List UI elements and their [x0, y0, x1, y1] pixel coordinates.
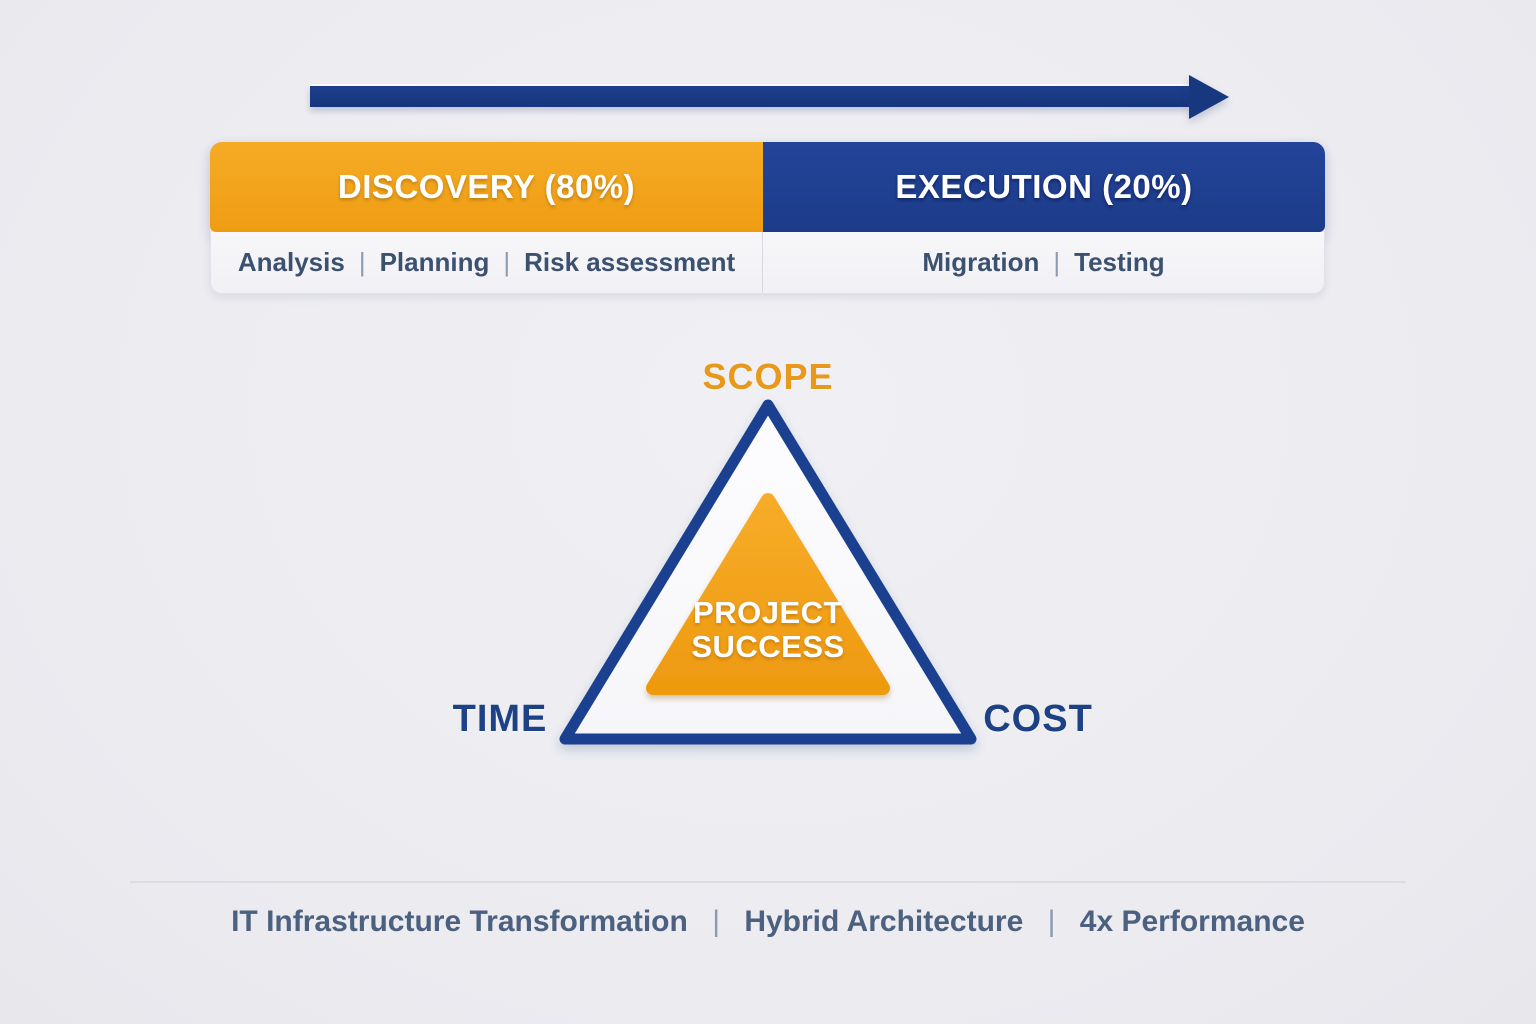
separator: | [712, 905, 720, 938]
phase-bar: DISCOVERY (80%) EXECUTION (20%) [210, 142, 1325, 232]
triangle-center-label: PROJECT SUCCESS [648, 595, 888, 665]
footer-item: IT Infrastructure Transformation [231, 905, 688, 938]
discovery-activities: Analysis | Planning | Risk assessment [211, 232, 764, 293]
activity-label: Planning [379, 247, 490, 277]
center-label-line1: PROJECT [693, 595, 843, 630]
activity-label: Risk assessment [524, 247, 736, 277]
activity-label: Testing [1074, 247, 1165, 277]
center-label-line2: SUCCESS [691, 629, 845, 665]
separator: | [503, 247, 511, 277]
footer-item: 4x Performance [1079, 905, 1305, 938]
phase-activities-row: Analysis | Planning | Risk assessment Mi… [210, 232, 1325, 294]
footer-divider [130, 881, 1406, 883]
activity-label: Analysis [237, 247, 345, 277]
separator: | [1053, 247, 1061, 277]
timeline-arrow-head-icon [1189, 75, 1229, 119]
timeline-arrow-shaft [310, 86, 1190, 107]
footer-item: Hybrid Architecture [744, 905, 1024, 938]
triangle-time-label: TIME [452, 698, 548, 740]
triangle-cost-label: COST [983, 698, 1093, 740]
activity-label: Migration [922, 247, 1040, 277]
separator: | [358, 247, 366, 277]
triangle-scope-label: SCOPE [702, 356, 834, 397]
phase-execution: EXECUTION (20%) [763, 142, 1325, 232]
phase-discovery: DISCOVERY (80%) [210, 142, 764, 232]
separator: | [1047, 905, 1056, 938]
inner-triangle [646, 493, 890, 695]
footer-summary: IT Infrastructure Transformation | Hybri… [0, 905, 1536, 939]
execution-activities: Migration | Testing [763, 232, 1324, 293]
iron-triangle-graphic [559, 399, 977, 745]
